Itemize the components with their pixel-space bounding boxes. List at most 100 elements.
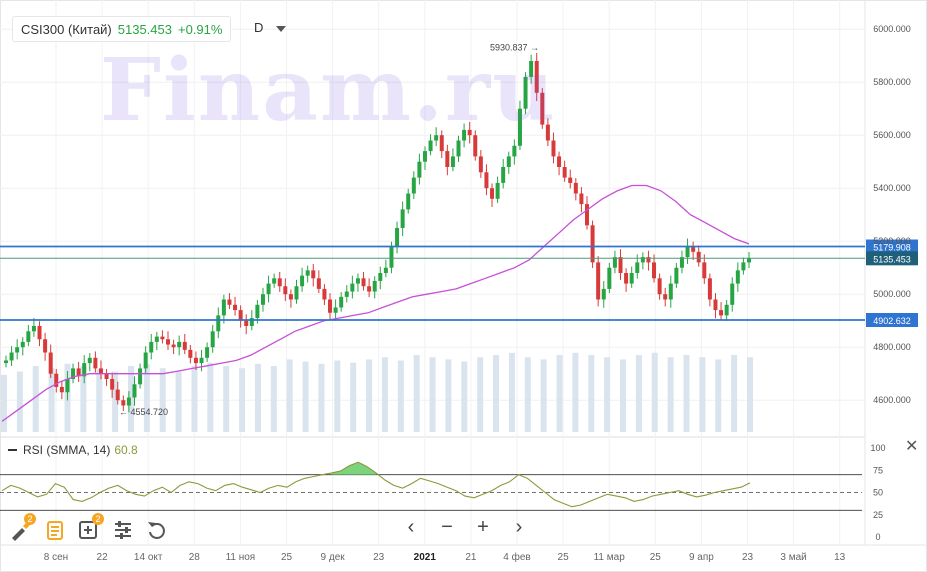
candle-body	[339, 296, 344, 308]
instrument-header[interactable]: CSI300 (Китай) 5135.453 +0.91%	[12, 16, 232, 42]
candle-body	[210, 331, 215, 348]
volume-bar	[80, 366, 87, 432]
candle-body	[663, 294, 668, 300]
candle-body	[534, 61, 539, 93]
instrument-change: +0.91%	[178, 21, 223, 37]
x-tick-label: 2021	[414, 552, 437, 563]
rsi-legend: RSI (SMMA, 14) 60.8	[8, 443, 138, 457]
candle-body	[428, 140, 433, 152]
candle-body	[568, 177, 573, 183]
candle-body	[702, 262, 707, 279]
candle-body	[557, 156, 562, 167]
candle-body	[110, 379, 115, 390]
candle-body	[188, 349, 193, 358]
timeframe-chevron-down-icon[interactable]	[276, 26, 286, 32]
candle-body	[138, 368, 143, 385]
undo-icon	[148, 522, 165, 539]
candle-body	[406, 193, 411, 210]
candle-body	[378, 273, 383, 281]
candle-body	[316, 278, 321, 289]
candle-body	[43, 339, 48, 353]
zoom-in-icon[interactable]: +	[477, 516, 489, 538]
volume-bar	[572, 352, 579, 432]
volume-bar	[540, 359, 547, 432]
close-indicator-icon[interactable]: ✕	[905, 438, 919, 455]
candle-body	[71, 368, 76, 379]
candle-body	[573, 182, 578, 194]
volume-bar	[699, 357, 706, 432]
y-tick-label: 5200.000	[873, 236, 911, 246]
candle-body	[495, 182, 500, 199]
candle-body	[48, 352, 53, 374]
candle-body	[238, 310, 243, 321]
settings-button[interactable]	[110, 516, 136, 542]
instrument-price: 5135.453	[117, 21, 172, 37]
scroll-left-icon[interactable]: ‹	[407, 516, 415, 538]
candle-body	[65, 379, 70, 393]
volume-bar	[48, 368, 55, 432]
timeframe-select[interactable]: D	[254, 20, 264, 35]
candle-body	[395, 227, 400, 247]
volume-bar	[270, 366, 277, 432]
volume-bar	[32, 366, 39, 432]
candle-body	[221, 299, 226, 316]
volume-bar	[635, 355, 642, 432]
x-tick-label: 4 фев	[503, 551, 530, 563]
scroll-right-icon[interactable]: ›	[515, 516, 523, 538]
candle-body	[473, 135, 478, 157]
x-tick-label: 11 ноя	[226, 552, 256, 563]
rsi-tick-label: 100	[870, 443, 885, 453]
candle-body	[322, 288, 327, 300]
candle-body	[166, 339, 171, 345]
candle-body	[601, 288, 606, 300]
volume-bar	[667, 357, 674, 432]
candle-body	[355, 278, 360, 284]
x-tick-label: 21	[465, 552, 477, 563]
candle-body	[277, 278, 282, 287]
volume-bar	[1, 374, 7, 432]
x-tick-label: 11 мар	[594, 552, 626, 563]
level-price-label: 5135.453	[873, 254, 911, 264]
volume-bar	[112, 371, 119, 432]
candle-body	[741, 262, 746, 271]
volume-bar	[127, 366, 134, 432]
volume-bar	[381, 357, 388, 432]
candle-body	[646, 257, 651, 263]
reset-button[interactable]	[144, 516, 170, 542]
volume-bar	[620, 359, 627, 432]
candle-body	[517, 108, 522, 146]
candle-body	[249, 318, 254, 326]
add-indicator-button[interactable]: 2	[76, 513, 104, 542]
drawing-tools-button[interactable]: 2	[8, 513, 36, 542]
volume-bar	[461, 361, 468, 432]
candle-body	[344, 291, 349, 297]
candle-body	[624, 273, 629, 284]
candle-body	[668, 283, 673, 300]
level-price-tag	[866, 251, 918, 266]
candle-body	[657, 278, 662, 295]
candle-body	[590, 225, 595, 263]
zoom-out-icon[interactable]: −	[441, 516, 453, 538]
x-tick-label: 9 апр	[689, 552, 714, 563]
x-tick-label: 14 окт	[134, 552, 163, 563]
x-tick-label: 23	[373, 552, 385, 563]
y-tick-label: 5000.000	[873, 289, 911, 299]
candle-body	[439, 135, 444, 152]
candle-body	[478, 156, 483, 173]
rsi-line	[1, 461, 751, 508]
y-tick-label: 4800.000	[873, 342, 911, 352]
candle-body	[685, 246, 690, 258]
candle-body	[154, 336, 159, 342]
candle-body	[305, 270, 310, 276]
candle-body	[383, 267, 388, 273]
candle-body	[490, 188, 495, 199]
y-tick-label: 6000.000	[873, 24, 911, 34]
templates-button[interactable]	[42, 516, 68, 542]
y-tick-label: 4600.000	[873, 395, 911, 405]
candle-body	[333, 307, 338, 313]
x-tick-label: 25	[558, 552, 570, 563]
candle-body	[730, 283, 735, 305]
rsi-dash-icon	[8, 449, 17, 451]
volume-bar	[556, 355, 563, 432]
